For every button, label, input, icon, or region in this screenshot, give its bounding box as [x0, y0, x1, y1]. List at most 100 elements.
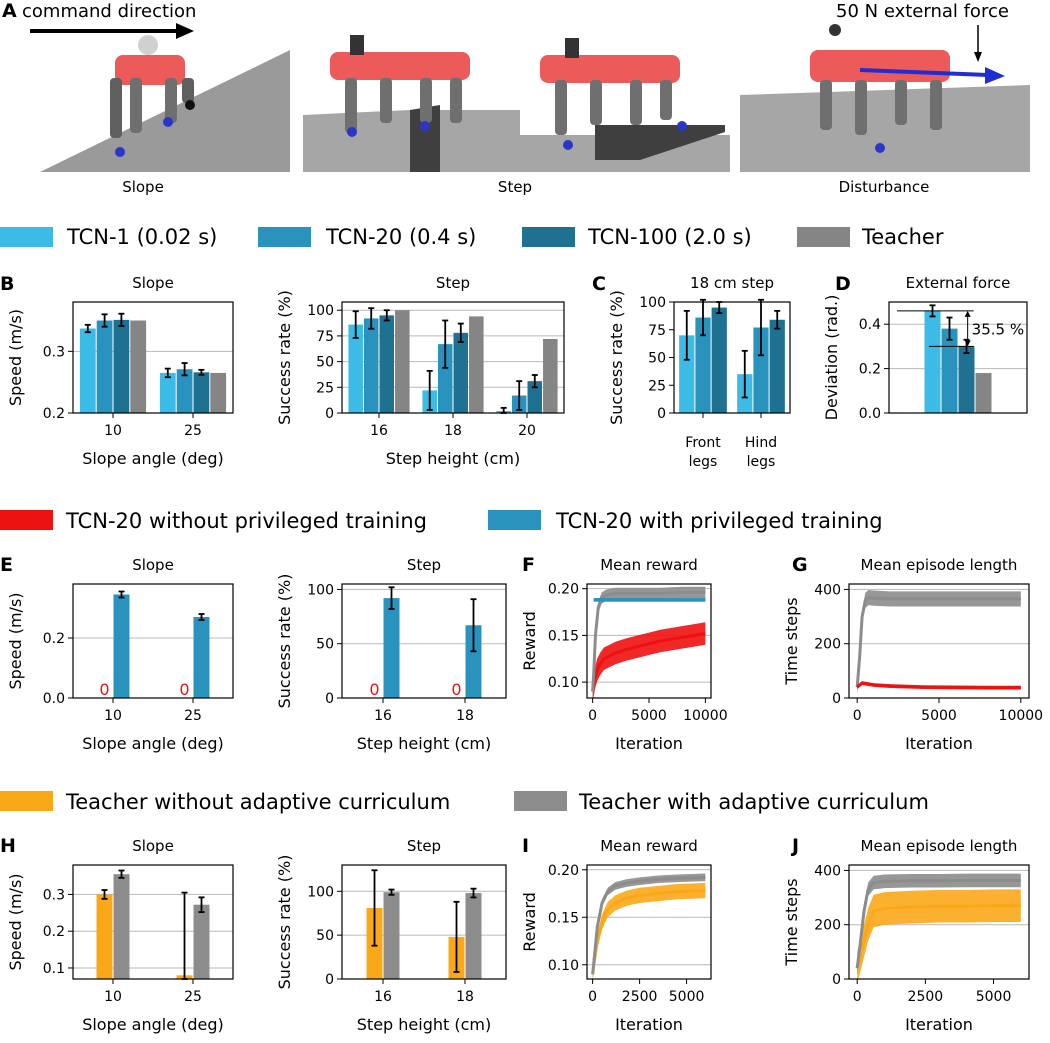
chart-D: 0.0 0.2 0.4 35.5 % External force Deviation (…	[822, 273, 1028, 422]
chart-E_step: 0 50 100 16 0 18 0 Step Step height (cm) Success …	[275, 556, 507, 753]
bar	[465, 893, 482, 979]
axes-frame	[888, 301, 1028, 414]
bar	[383, 892, 400, 979]
y-axis-label: Speed (m/s)	[6, 592, 25, 689]
y-tick-label: 0.2	[859, 362, 881, 378]
bar	[437, 344, 453, 413]
bar	[469, 316, 484, 413]
y-tick-label: 0.0	[859, 406, 881, 422]
chart-J: 0 200 400 0 2500 5000 Mean episode length Itera…	[782, 835, 1030, 1034]
bar	[193, 372, 210, 413]
chart-title: Slope	[132, 837, 174, 855]
caption-disturbance: Disturbance	[839, 178, 930, 196]
y-tick-label: 0	[657, 406, 666, 422]
bar	[711, 307, 727, 413]
panel-letter-A: A	[2, 0, 17, 22]
chart-B_step: 0 25 50 75 100 16 18 20 Step Step height (cm) Succ…	[275, 274, 565, 468]
axes-frame	[586, 864, 712, 980]
zero-label: 0	[179, 680, 189, 699]
disturbance-snapshot: 50 N external force	[740, 1, 1030, 172]
y-tick-label: 0.15	[548, 628, 579, 644]
robot-icon	[330, 35, 470, 137]
x-tick-label: 5000	[976, 989, 1012, 1005]
x-axis-label: Iteration	[905, 1015, 973, 1034]
bar	[695, 317, 711, 413]
y-tick-label: 0.3	[43, 887, 65, 903]
external-force-text: 50 N external force	[836, 1, 1009, 22]
y-tick-label: 25	[648, 378, 666, 394]
x-tick-label: 2500	[908, 989, 944, 1005]
chart-C: 0 25 50 75 100 Front legs Hind legs 18 cm step Suc…	[592, 273, 791, 470]
y-tick-label: 0	[325, 691, 334, 707]
y-tick-label: 75	[648, 323, 666, 339]
x-tick-label: 5000	[669, 989, 705, 1005]
chart-F: 0.10 0.15 0.20 0 5000 10000 Mean reward Iterati…	[520, 554, 728, 753]
y-tick-label: 0	[832, 691, 841, 707]
legend-label-teacher: Teacher	[861, 225, 944, 249]
x-axis-label: Slope angle (deg)	[82, 449, 224, 468]
panel-letter: D	[835, 273, 851, 295]
x-tick-label: 25	[184, 423, 202, 439]
series-band	[592, 883, 706, 979]
bar	[363, 318, 379, 413]
step-snapshot	[303, 35, 730, 172]
axes-frame	[341, 583, 507, 699]
legend-swatch-without-curriculum	[0, 791, 53, 811]
x-axis-label: Step height (cm)	[357, 1015, 491, 1034]
bar	[193, 617, 210, 698]
panel-letter: J	[790, 835, 799, 857]
bar	[679, 335, 695, 413]
chart-title: Step	[407, 556, 441, 574]
bar	[379, 315, 395, 413]
legend-swatch-with-privileged	[488, 510, 541, 530]
series-line	[591, 590, 706, 692]
y-tick-label: 100	[307, 303, 334, 319]
x-tick-label: 5000	[631, 708, 667, 724]
legend-label-with-curriculum: Teacher with adaptive curriculum	[578, 790, 929, 814]
y-tick-label: 200	[814, 918, 841, 934]
legend-swatch-with-curriculum	[514, 791, 567, 811]
bar	[958, 346, 975, 413]
series-line	[591, 632, 706, 692]
x-tick-label: 10000	[683, 708, 728, 724]
x-tick-label: 18	[456, 989, 474, 1005]
x-tick-label: 18	[444, 423, 462, 439]
y-tick-label: 0.4	[859, 317, 881, 333]
y-tick-label: 25	[316, 380, 334, 396]
legend-label-without-curriculum: Teacher without adaptive curriculum	[65, 790, 450, 814]
legend-swatch-tcn100	[522, 227, 575, 247]
x-tick-label: 2500	[622, 989, 658, 1005]
axes-frame	[848, 864, 1030, 980]
axes-frame	[72, 301, 234, 414]
x-tick-label: 10	[104, 423, 122, 439]
series-band	[857, 589, 1021, 695]
legend-swatch-tcn1	[0, 227, 53, 247]
y-axis-label: Success rate (%)	[607, 290, 626, 425]
chart-title: Mean reward	[600, 837, 698, 855]
chart-G: 0 200 400 0 5000 10000 Mean episode length Iter…	[782, 554, 1043, 753]
chart-title: Mean reward	[600, 556, 698, 574]
bar	[159, 372, 176, 413]
y-tick-label: 400	[814, 582, 841, 598]
chart-H_step: 0 50 100 16 18 Step Step height (cm) Success ra…	[275, 837, 507, 1034]
legend-label-tcn1: TCN-1 (0.02 s)	[66, 225, 217, 249]
y-tick-label: 0.10	[548, 675, 579, 691]
y-axis-label: Reward	[520, 892, 539, 952]
x-axis-label: Iteration	[905, 734, 973, 753]
photo-panel: A command direction	[2, 0, 1030, 196]
series-band	[592, 622, 706, 698]
legend-swatch-tcn20	[258, 227, 311, 247]
y-tick-label: 200	[814, 637, 841, 653]
slope-snapshot: command direction	[22, 1, 290, 172]
legend-swatch-teacher	[797, 227, 850, 247]
y-tick-label: 0	[832, 972, 841, 988]
bar	[96, 894, 113, 979]
bar	[96, 320, 113, 413]
arrowhead	[964, 340, 971, 347]
y-tick-label: 100	[307, 884, 334, 900]
command-direction-text: command direction	[22, 1, 196, 22]
axes-frame	[848, 583, 1030, 699]
y-tick-label: 75	[316, 329, 334, 345]
bar	[210, 372, 227, 413]
chart-title: Mean episode length	[861, 837, 1018, 855]
